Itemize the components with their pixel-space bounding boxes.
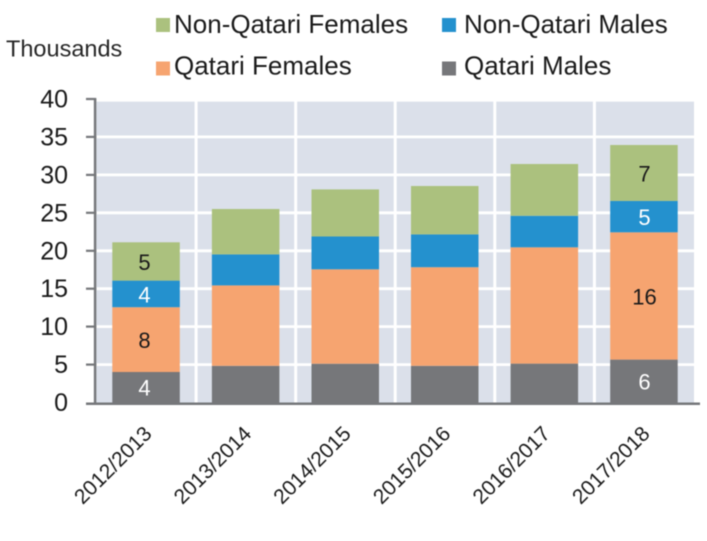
svg-text:Non-Qatari Males: Non-Qatari Males bbox=[464, 9, 668, 39]
svg-text:2016/2017: 2016/2017 bbox=[468, 422, 554, 508]
svg-text:15: 15 bbox=[40, 275, 68, 303]
svg-text:Non-Qatari Females: Non-Qatari Females bbox=[174, 9, 408, 39]
svg-text:30: 30 bbox=[40, 161, 68, 189]
svg-text:2017/2018: 2017/2018 bbox=[568, 422, 654, 508]
svg-text:5: 5 bbox=[638, 205, 650, 230]
svg-text:6: 6 bbox=[638, 370, 650, 395]
svg-text:2014/2015: 2014/2015 bbox=[269, 422, 355, 508]
svg-text:0: 0 bbox=[54, 389, 68, 417]
svg-text:Thousands: Thousands bbox=[6, 36, 122, 62]
svg-text:20: 20 bbox=[40, 237, 68, 265]
svg-text:Qatari Females: Qatari Females bbox=[174, 51, 352, 81]
svg-text:8: 8 bbox=[138, 328, 150, 353]
svg-text:4: 4 bbox=[138, 282, 150, 307]
svg-text:2012/2013: 2012/2013 bbox=[70, 422, 156, 508]
svg-text:2013/2014: 2013/2014 bbox=[170, 422, 257, 509]
svg-text:10: 10 bbox=[40, 313, 68, 341]
svg-text:7: 7 bbox=[638, 161, 650, 186]
svg-text:Qatari Males: Qatari Males bbox=[464, 51, 611, 81]
svg-text:5: 5 bbox=[54, 351, 68, 379]
svg-text:5: 5 bbox=[138, 250, 150, 275]
svg-text:40: 40 bbox=[40, 86, 68, 114]
svg-text:4: 4 bbox=[138, 376, 150, 401]
svg-text:25: 25 bbox=[40, 199, 68, 227]
svg-text:16: 16 bbox=[632, 284, 656, 309]
svg-text:2015/2016: 2015/2016 bbox=[369, 422, 455, 508]
svg-text:35: 35 bbox=[40, 123, 68, 151]
